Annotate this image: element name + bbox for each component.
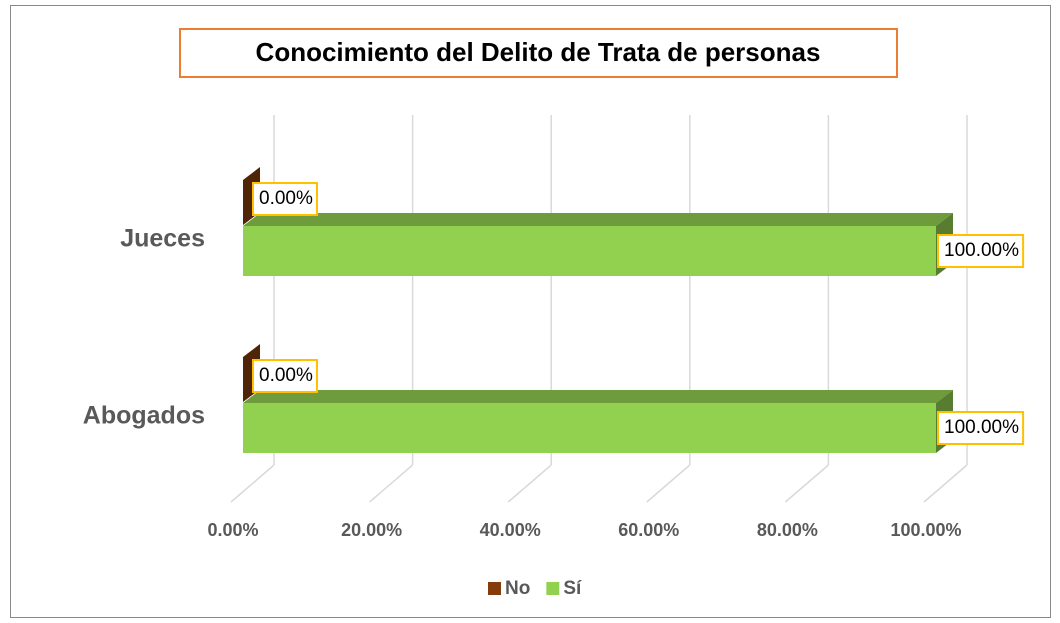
category-label: Jueces (120, 225, 205, 253)
bar (243, 403, 936, 453)
bar-top (243, 390, 953, 403)
legend-label: Sí (563, 578, 582, 599)
bar (243, 226, 936, 276)
x-tick-label: 0.00% (207, 520, 258, 540)
x-tick-label: 80.00% (757, 520, 818, 540)
x-tick-label: 100.00% (890, 520, 961, 540)
value-label-box (252, 182, 318, 216)
bar-top (243, 213, 953, 226)
chart-title: Conocimiento del Delito de Trata de pers… (256, 37, 821, 67)
legend-label: No (505, 578, 530, 599)
x-tick-label: 20.00% (341, 520, 402, 540)
legend-swatch (546, 582, 560, 595)
value-label: 0.00% (259, 188, 313, 209)
value-label-box (937, 234, 1025, 268)
value-label: 100.00% (944, 240, 1019, 261)
x-tick-label: 40.00% (480, 520, 541, 540)
value-label: 100.00% (944, 417, 1019, 438)
value-label: 0.00% (259, 365, 313, 386)
chart-border (10, 5, 1051, 618)
x-tick-label: 60.00% (618, 520, 679, 540)
grid-line-floor (230, 464, 275, 503)
category-label: Abogados (83, 402, 205, 430)
value-label-box (252, 359, 318, 393)
grid-line-floor (507, 464, 552, 503)
grid-line-floor (923, 464, 968, 503)
grid-line-floor (369, 464, 414, 503)
grid-line-floor (784, 464, 829, 503)
value-label-box (937, 411, 1025, 445)
legend-swatch (488, 582, 501, 595)
grid-line-floor (646, 464, 691, 503)
title-box (179, 28, 898, 78)
